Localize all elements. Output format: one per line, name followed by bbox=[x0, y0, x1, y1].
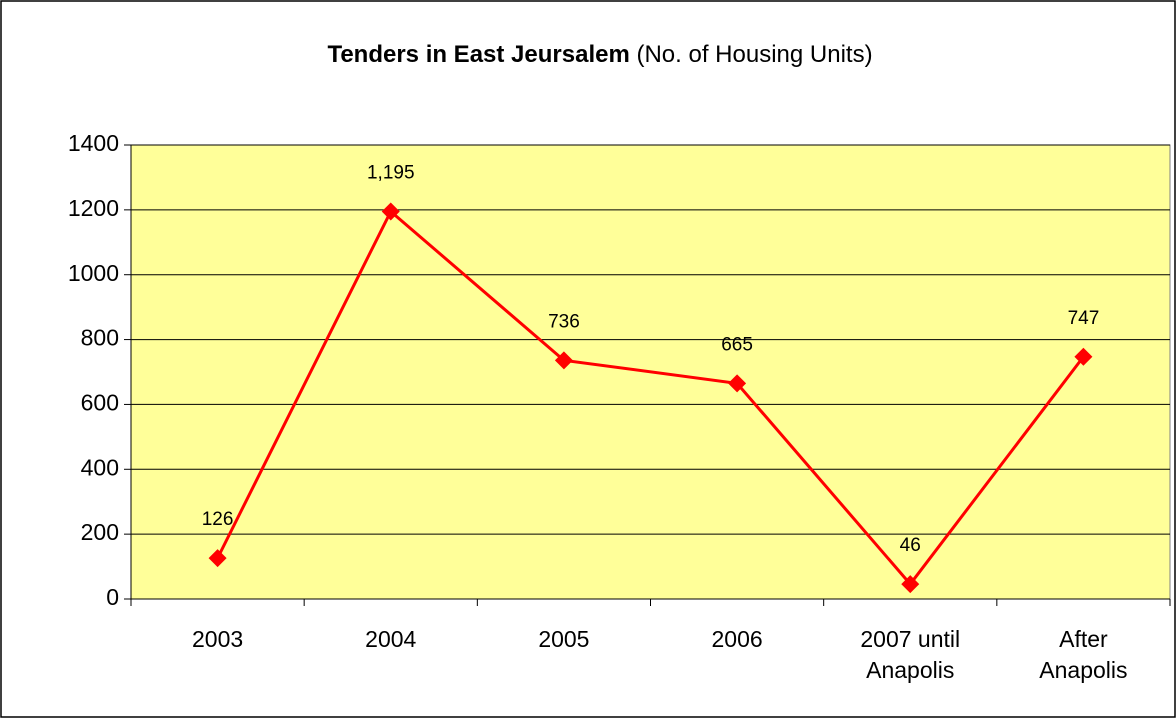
y-tick-label: 1000 bbox=[68, 260, 119, 286]
x-tick-label: 2004 bbox=[365, 626, 417, 652]
x-tick-label: 2007 until Anapolis bbox=[860, 626, 961, 683]
data-label: 126 bbox=[202, 509, 234, 530]
marker bbox=[554, 351, 573, 370]
chart-subtitle: (No. of Housing Units) bbox=[636, 41, 872, 68]
y-tick-label: 1400 bbox=[68, 130, 119, 156]
line bbox=[216, 209, 1085, 587]
y-tick-label: 600 bbox=[81, 390, 119, 416]
data-label: 665 bbox=[721, 334, 753, 355]
x-tick-label: After Anapolis bbox=[1039, 626, 1128, 683]
y-tick-label: 400 bbox=[81, 454, 119, 480]
data-label: 747 bbox=[1068, 308, 1100, 329]
marker bbox=[728, 374, 747, 393]
marker bbox=[1074, 347, 1093, 366]
x-tick-label: 2006 bbox=[711, 626, 763, 652]
chart-title-group: Tenders in East Jeursalem (No. of Housin… bbox=[327, 41, 872, 68]
x-tick-label: 2003 bbox=[191, 626, 244, 652]
y-tick-label: 800 bbox=[81, 325, 119, 351]
y-tick-label: 0 bbox=[106, 584, 119, 610]
x-tick-label: 2005 bbox=[538, 626, 590, 652]
marker bbox=[381, 202, 400, 221]
chart-title: Tenders in East Jeursalem bbox=[327, 41, 629, 68]
marker bbox=[208, 549, 227, 568]
y-tick-label: 200 bbox=[81, 519, 119, 545]
marker bbox=[901, 575, 920, 594]
y-tick-label: 1200 bbox=[68, 195, 119, 221]
data-label: 46 bbox=[900, 535, 921, 556]
data-label: 736 bbox=[548, 311, 580, 332]
data-label: 1,195 bbox=[367, 162, 415, 183]
